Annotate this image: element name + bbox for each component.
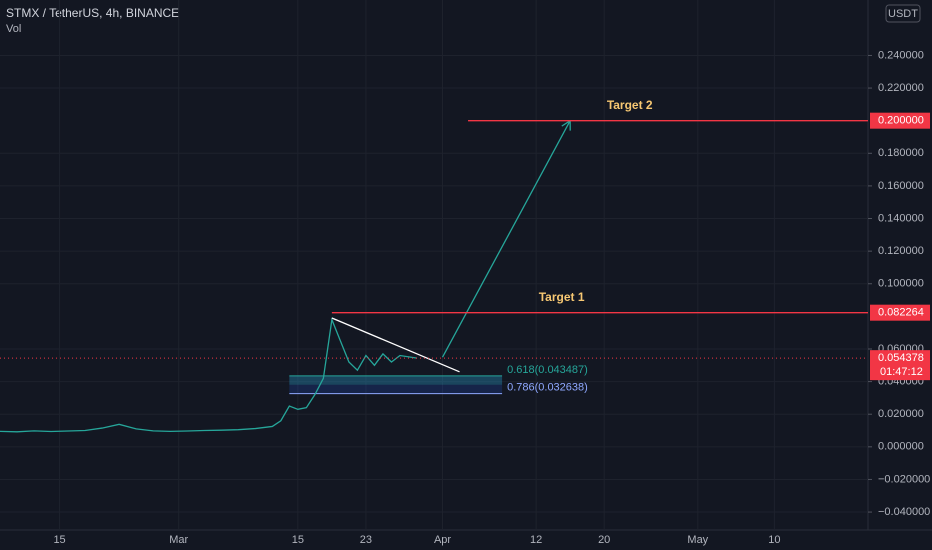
price-tag xyxy=(870,112,930,129)
arrow xyxy=(441,120,571,358)
x-tick-label: 15 xyxy=(53,534,65,546)
x-tick-label: 12 xyxy=(530,534,542,546)
fib-label: 0.786(0.032638) xyxy=(507,382,588,394)
target-label: Target 1 xyxy=(539,290,585,304)
x-tick-label: 20 xyxy=(598,534,610,546)
y-tick-label: 0.140000 xyxy=(878,212,924,224)
y-tick-label: 0.180000 xyxy=(878,147,924,159)
y-tick-label: 0.240000 xyxy=(878,49,924,61)
countdown: 01:47:12 xyxy=(880,366,923,378)
trend-line xyxy=(331,317,460,373)
y-tick-label: 0.120000 xyxy=(878,245,924,257)
arrow-head xyxy=(561,120,571,127)
x-tick-label: Mar xyxy=(169,534,188,546)
y-tick-label: 0.100000 xyxy=(878,278,924,290)
chart-title: STMX / TetherUS, 4h, BINANCE xyxy=(6,6,179,20)
fib-label: 0.618(0.043487) xyxy=(507,364,588,376)
y-tick-label: 0.220000 xyxy=(878,82,924,94)
x-tick-label: 10 xyxy=(768,534,780,546)
y-tick-label: 0.020000 xyxy=(878,408,924,420)
price-tag xyxy=(870,350,930,381)
price-tag-label: 0.054378 xyxy=(878,352,924,364)
target-label: Target 2 xyxy=(607,98,653,112)
currency-box[interactable] xyxy=(885,4,921,23)
x-tick-label: 15 xyxy=(292,534,304,546)
price-tag-label: 0.082264 xyxy=(878,307,924,319)
x-tick-label: 23 xyxy=(360,534,372,546)
price-tag-label: 0.200000 xyxy=(878,115,924,127)
x-tick-label: Apr xyxy=(434,534,451,546)
x-tick-label: May xyxy=(687,534,708,546)
fib-zone xyxy=(289,375,503,394)
y-tick-label: 0.160000 xyxy=(878,180,924,192)
y-tick-label: 0.000000 xyxy=(878,441,924,453)
y-tick-label: −0.020000 xyxy=(878,473,930,485)
fib-zone-inner xyxy=(289,375,503,385)
volume-label: Vol xyxy=(6,23,21,35)
y-tick-label: −0.040000 xyxy=(878,506,930,518)
currency[interactable]: USDT xyxy=(888,8,918,20)
price-line xyxy=(0,317,418,433)
price-tag xyxy=(870,304,930,321)
